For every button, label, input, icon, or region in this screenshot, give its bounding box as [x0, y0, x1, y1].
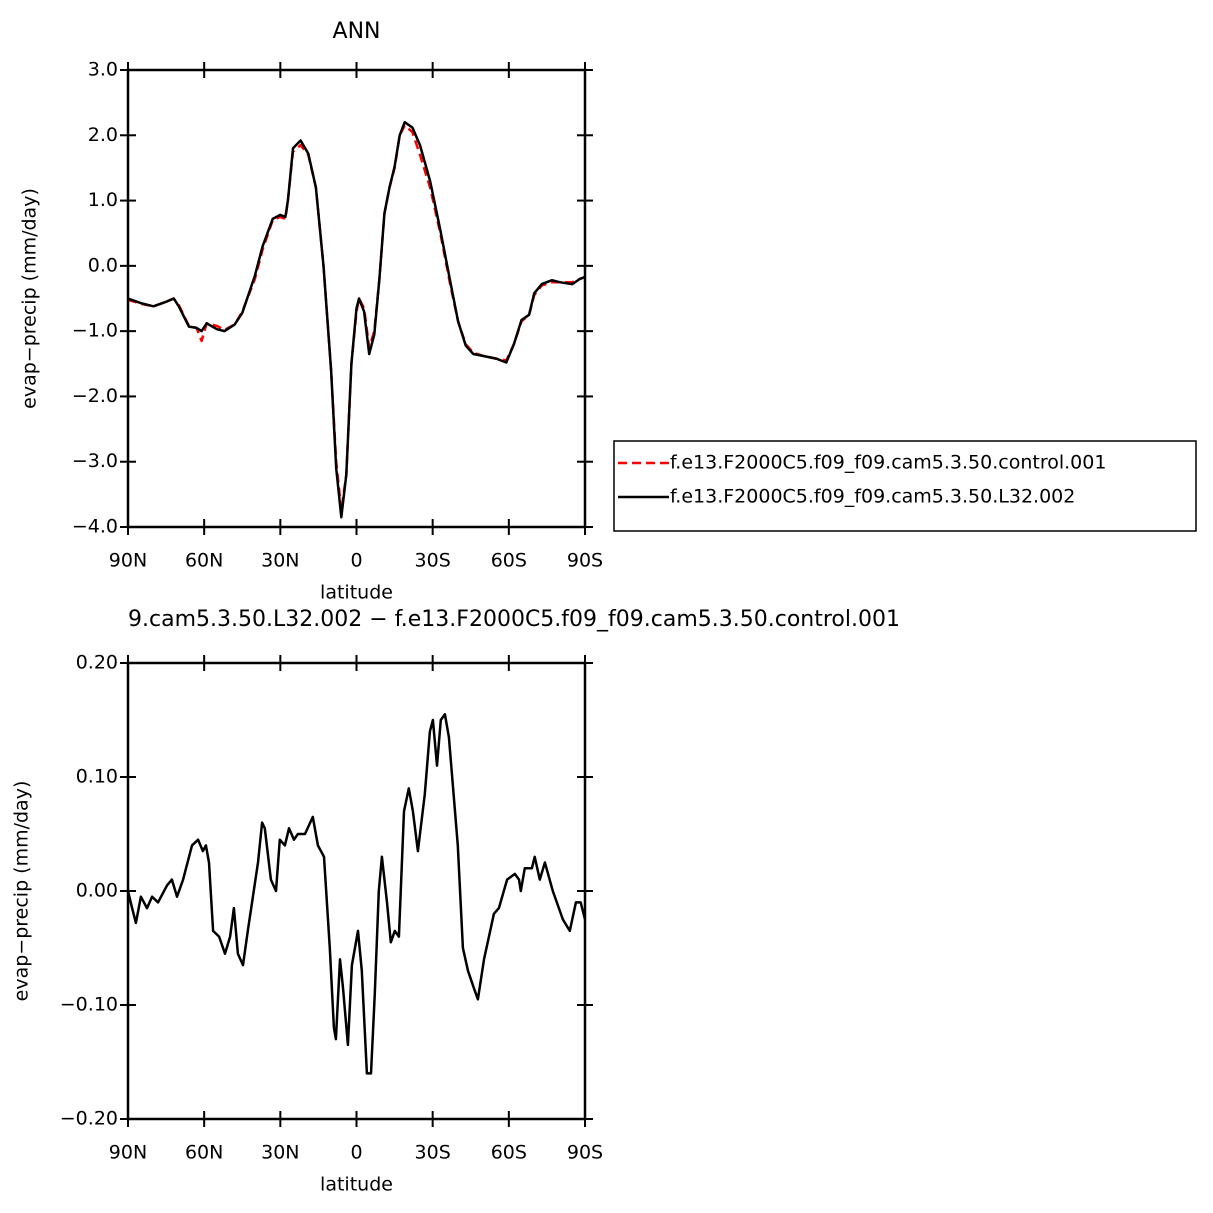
legend-label: f.e13.F2000C5.f09_f09.cam5.3.50.control.… [670, 452, 1106, 474]
y-axis-label: evap−precip (mm/day) [19, 188, 41, 409]
chart-title: ANN [333, 19, 381, 44]
legend-label: f.e13.F2000C5.f09_f09.cam5.3.50.L32.002 [670, 486, 1075, 508]
y-tick-label: 0.10 [76, 766, 118, 788]
y-tick-label: −0.20 [60, 1108, 118, 1130]
x-tick-label: 30S [415, 1142, 451, 1164]
y-tick-label: 3.0 [88, 59, 118, 81]
x-tick-label: 90S [567, 1142, 603, 1164]
x-tick-label: 60S [491, 550, 527, 572]
data-line [127, 120, 586, 519]
x-tick-label: 0 [350, 1142, 362, 1164]
x-tick-label: 60N [185, 550, 223, 572]
y-tick-label: −1.0 [72, 320, 118, 342]
y-tick-label: 0.20 [76, 652, 118, 674]
y-tick-label: −2.0 [72, 385, 118, 407]
y-tick-label: 0.0 [88, 254, 118, 276]
y-axis-label: evap−precip (mm/day) [11, 781, 33, 1002]
x-axis-label: latitude [320, 582, 393, 604]
y-tick-label: 0.00 [76, 880, 118, 902]
y-tick-label: 1.0 [88, 189, 118, 211]
x-tick-label: 30S [415, 550, 451, 572]
x-tick-label: 60S [491, 1142, 527, 1164]
data-line [126, 713, 587, 1075]
y-tick-label: −4.0 [72, 516, 118, 538]
x-tick-label: 90N [109, 550, 147, 572]
plot-frame [126, 68, 587, 529]
x-tick-label: 90N [109, 1142, 147, 1164]
y-tick-label: 2.0 [88, 124, 118, 146]
chart-title: 9.cam5.3.50.L32.002 − f.e13.F2000C5.f09_… [128, 607, 900, 632]
x-tick-label: 90S [567, 550, 603, 572]
x-tick-label: 0 [350, 550, 362, 572]
y-tick-label: −3.0 [72, 450, 118, 472]
plot-frame [126, 661, 587, 1121]
legend-box [613, 440, 1197, 532]
x-tick-label: 30N [261, 550, 299, 572]
x-tick-label: 30N [261, 1142, 299, 1164]
y-tick-label: −0.10 [60, 994, 118, 1016]
x-tick-label: 60N [185, 1142, 223, 1164]
x-axis-label: latitude [320, 1174, 393, 1196]
